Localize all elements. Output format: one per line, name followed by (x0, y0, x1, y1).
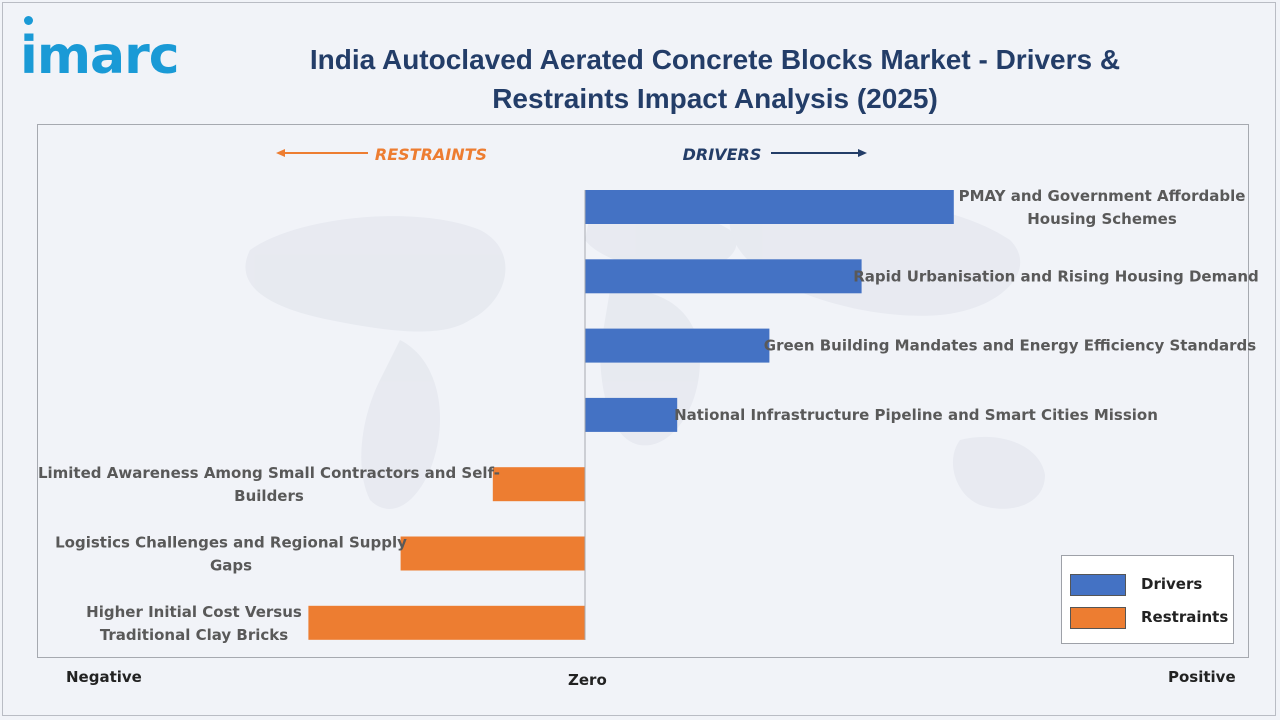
bar-drivers-0 (585, 190, 954, 224)
bar-restraints-5 (400, 536, 585, 571)
bar-drivers-1 (585, 259, 862, 294)
bar-restraints-6 (308, 605, 585, 640)
legend-swatch-restraints (1070, 607, 1126, 629)
drivers-arrowhead (858, 149, 867, 157)
restraints-arrowhead (276, 149, 285, 157)
bar-drivers-3 (585, 397, 678, 432)
legend-label-restraints: Restraints (1141, 608, 1229, 626)
legend-swatch-drivers (1070, 574, 1126, 596)
imarc-logo: imarc (20, 26, 180, 86)
logo-dot (24, 16, 33, 25)
bar-label-0: PMAY and Government Affordable Housing Sc… (959, 187, 1246, 228)
bar-restraints-4 (492, 467, 585, 502)
bar-label-6: Higher Initial Cost Versus Traditional Cl… (86, 603, 302, 644)
bars (308, 190, 954, 640)
header-arrows: RESTRAINTS DRIVERS (276, 145, 867, 164)
bar-labels: PMAY and Government Affordable Housing Sc… (38, 187, 1259, 644)
axis-negative-label: Negative (66, 668, 142, 686)
axis-positive-label: Positive (1168, 668, 1236, 686)
bar-label-1: Rapid Urbanisation and Rising Housing De… (853, 267, 1259, 285)
axis-zero-label: Zero (568, 671, 607, 689)
bar-label-2: Green Building Mandates and Energy Effic… (764, 337, 1256, 355)
bar-label-3: National Infrastructure Pipeline and Sma… (674, 406, 1158, 424)
bar-label-4: Limited Awareness Among Small Contractor… (38, 464, 500, 505)
bar-label-5: Logistics Challenges and Regional Supply… (55, 534, 407, 575)
drivers-header: DRIVERS (683, 145, 762, 164)
chart-legend: Drivers Restraints (1061, 555, 1234, 644)
bar-drivers-2 (585, 328, 770, 363)
restraints-header: RESTRAINTS (375, 145, 487, 164)
legend-label-drivers: Drivers (1141, 575, 1203, 593)
chart-title: India Autoclaved Aerated Concrete Blocks… (309, 44, 1121, 114)
